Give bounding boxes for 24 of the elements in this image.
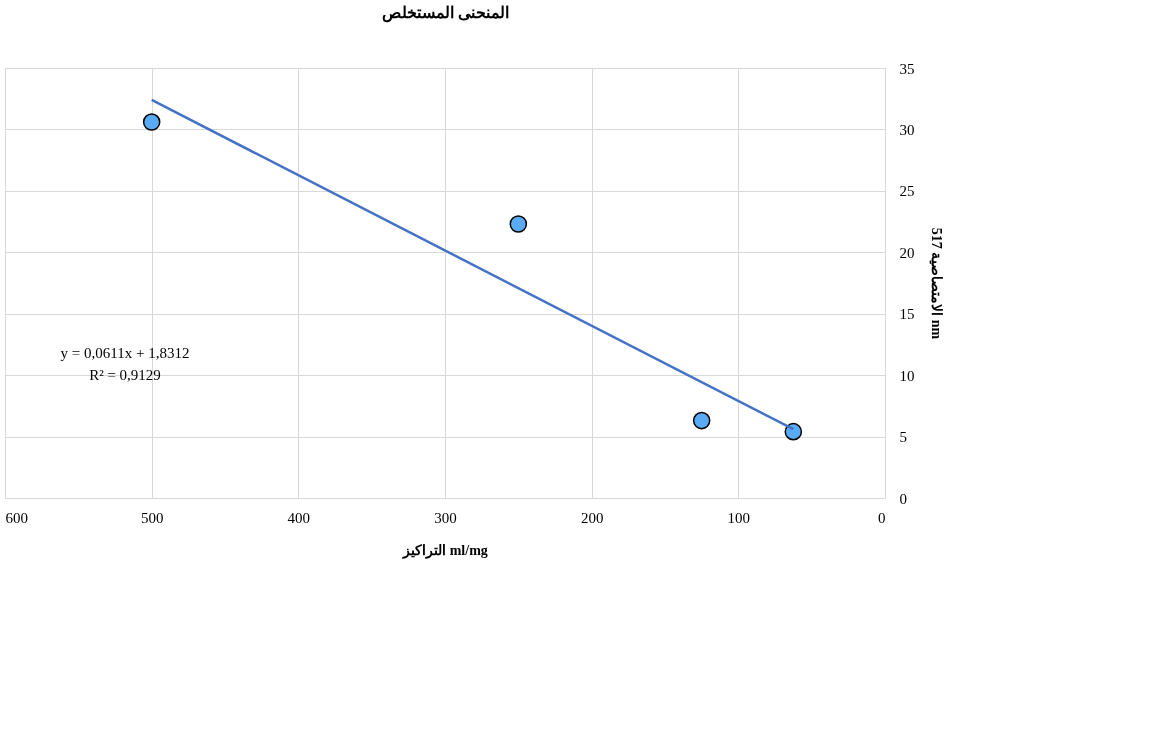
x-axis-title: التراكيز ml/mg: [402, 542, 488, 559]
x-tick-label: 100: [727, 509, 751, 526]
y-tick-label: 35: [899, 60, 915, 77]
x-tick-label: 300: [434, 509, 457, 526]
annotation: R² = 0,9129: [89, 367, 161, 383]
x-tick-label: 400: [287, 509, 311, 526]
y-tick-label: 0: [899, 490, 907, 507]
y-tick-label: 15: [899, 306, 915, 323]
y-tick-label: 20: [899, 244, 915, 261]
point: [509, 215, 528, 233]
x-tick-label: 500: [140, 509, 164, 526]
point: [784, 422, 803, 441]
x-tick-label: 0: [878, 509, 886, 526]
y-axis-title: الامتصاصية 517 nm: [928, 227, 944, 340]
y-tick-label: 25: [899, 183, 915, 200]
y-tick-label: 30: [899, 121, 915, 138]
x-tick-label: 600: [5, 509, 28, 526]
annotation: y = 0,0611x + 1,8312: [60, 345, 190, 361]
chart-title: المنحنى المستخلص: [381, 4, 509, 23]
y-tick-label: 10: [899, 367, 915, 384]
y-tick-label: 5: [899, 429, 907, 446]
x-tick-label: 200: [580, 509, 604, 526]
point: [692, 411, 711, 430]
point: [142, 113, 161, 131]
